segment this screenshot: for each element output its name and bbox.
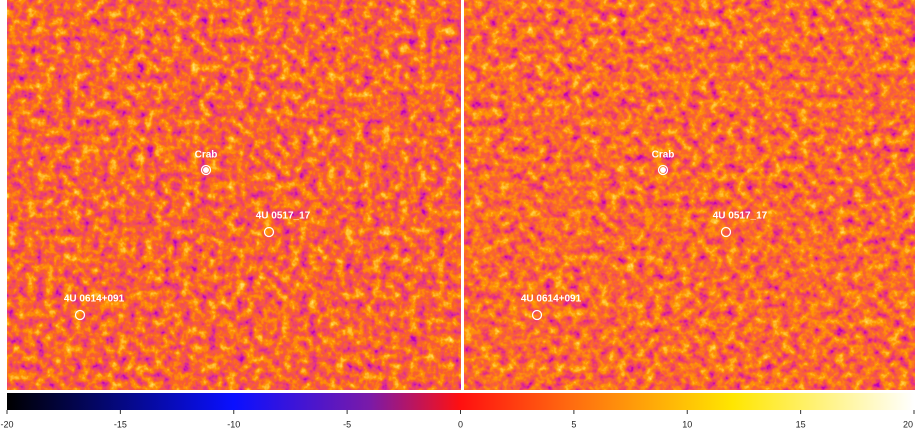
sky-maps: Crab 4U 0517_17 4U 0614+091 Crab 4U 0517_17 4… [0, 0, 915, 437]
colorbar-tick-label: -15 [114, 419, 127, 429]
colorbar-tick-label: -10 [227, 419, 240, 429]
source-label: Crab [652, 150, 675, 161]
source-label: 4U 0517_17 [713, 211, 768, 222]
colorbar-tick-label: 15 [796, 419, 806, 429]
colorbar-tick-label: -5 [343, 419, 351, 429]
colorbar-tick-label: 5 [571, 419, 576, 429]
colorbar-tick-label: -20 [0, 419, 13, 429]
source-core [203, 167, 209, 173]
source-label: Crab [195, 150, 218, 161]
colorbar-tick-label: 10 [682, 419, 692, 429]
source-label: 4U 0614+091 [64, 294, 125, 305]
colorbar-tick-label: 0 [458, 419, 463, 429]
colorbar [7, 393, 914, 410]
source-label: 4U 0517_17 [256, 211, 311, 222]
sky-panel [7, 0, 461, 390]
source-label: 4U 0614+091 [521, 294, 582, 305]
colorbar-tick-label: 20 [903, 419, 913, 429]
sky-panel [464, 0, 915, 390]
source-core [660, 167, 666, 173]
